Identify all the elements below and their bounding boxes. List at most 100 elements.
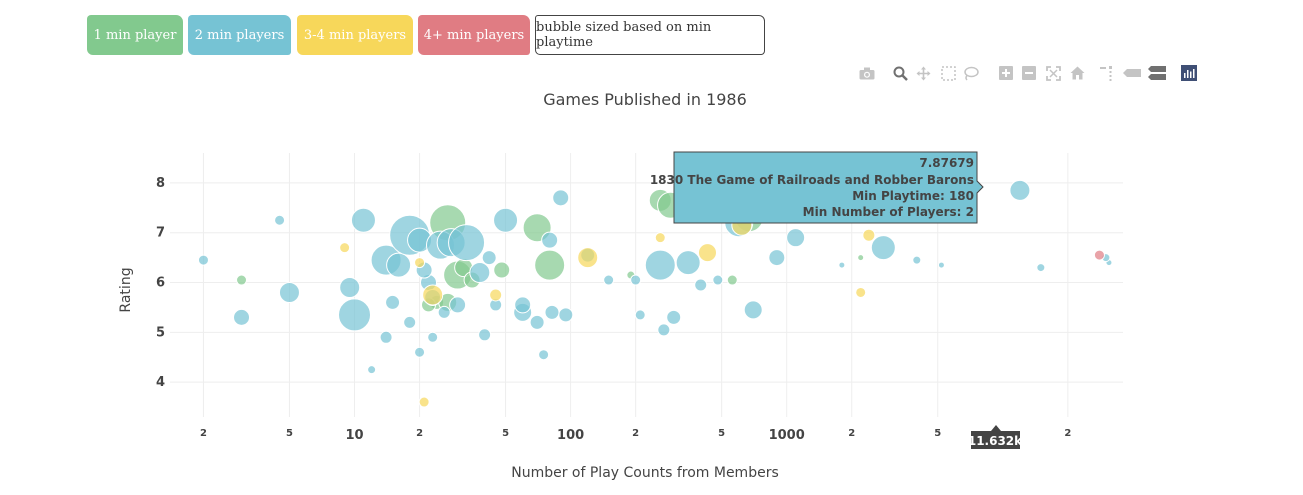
data-point[interactable] (489, 288, 503, 302)
plotly-logo-icon[interactable] (1180, 64, 1198, 82)
data-point[interactable] (838, 261, 846, 269)
data-point[interactable] (350, 207, 376, 233)
data-point[interactable] (644, 249, 676, 281)
data-point[interactable] (1093, 249, 1105, 261)
data-point[interactable] (385, 294, 401, 310)
x-tick-label: 2 (632, 428, 639, 439)
data-point[interactable] (1009, 179, 1031, 201)
data-point[interactable] (675, 250, 701, 276)
data-point[interactable] (697, 243, 717, 263)
data-point[interactable] (403, 315, 417, 329)
data-point[interactable] (603, 274, 615, 286)
hover-tooltip: 7.87679 1830 The Game of Railroads and R… (650, 151, 984, 224)
x-tick-label: 5 (934, 428, 941, 439)
data-point[interactable] (634, 309, 646, 321)
data-point[interactable] (339, 242, 351, 254)
data-point[interactable] (339, 276, 361, 298)
data-point[interactable] (666, 309, 682, 325)
x-hover-value: 11.632k (968, 434, 1023, 448)
data-point[interactable] (912, 255, 922, 265)
data-point[interactable] (493, 261, 511, 279)
data-point[interactable] (857, 254, 865, 262)
box-select-icon[interactable] (939, 64, 957, 82)
data-point[interactable] (654, 232, 666, 244)
data-point[interactable] (541, 231, 559, 249)
x-tick-label: 2 (1064, 428, 1071, 439)
tooltip-box (673, 151, 984, 224)
data-point[interactable] (694, 278, 708, 292)
data-point[interactable] (478, 328, 492, 342)
data-point[interactable] (427, 331, 439, 343)
data-point[interactable] (493, 207, 519, 233)
hover-closest-icon[interactable] (1123, 64, 1141, 82)
data-point[interactable] (236, 274, 248, 286)
x-tick-label: 2 (200, 428, 207, 439)
data-point[interactable] (657, 323, 671, 337)
data-point[interactable] (449, 296, 467, 314)
data-point[interactable] (534, 249, 566, 281)
autoscale-icon[interactable] (1044, 64, 1062, 82)
data-point[interactable] (379, 330, 393, 344)
reset-axes-icon[interactable] (1068, 64, 1086, 82)
data-point[interactable] (630, 274, 642, 286)
data-point[interactable] (197, 254, 209, 266)
zoom-icon[interactable] (891, 64, 909, 82)
data-point[interactable] (418, 396, 430, 408)
data-points (197, 179, 1113, 408)
spike-lines-icon[interactable] (1097, 64, 1115, 82)
data-point[interactable] (552, 189, 570, 207)
data-point[interactable] (422, 284, 444, 306)
data-point[interactable] (558, 307, 574, 323)
data-point[interactable] (1036, 263, 1046, 273)
x-tick-label: 5 (286, 428, 293, 439)
data-point[interactable] (414, 257, 426, 269)
tooltip-rating: 7.87679 (919, 156, 974, 170)
data-point[interactable] (448, 224, 486, 262)
x-tick-label: 2 (416, 428, 423, 439)
data-point[interactable] (855, 286, 867, 298)
data-point[interactable] (233, 308, 251, 326)
data-point[interactable] (386, 252, 412, 278)
data-point[interactable] (529, 314, 545, 330)
tooltip-playtime: Min Playtime: 180 (852, 189, 974, 203)
filter-3-4-min-players-button[interactable]: 3-4 min players (297, 15, 413, 55)
data-point[interactable] (870, 235, 896, 261)
chart-title: Games Published in 1986 (543, 90, 747, 109)
data-point[interactable] (514, 296, 532, 314)
data-point[interactable] (577, 247, 599, 269)
x-tick-label: 5 (502, 428, 509, 439)
data-point[interactable] (338, 298, 372, 332)
x-tick-label: 1000 (769, 428, 805, 443)
data-point[interactable] (743, 300, 763, 320)
data-point[interactable] (274, 214, 286, 226)
grid (170, 153, 1123, 417)
y-tick-label: 5 (156, 325, 165, 340)
data-point[interactable] (367, 365, 377, 375)
data-point[interactable] (278, 281, 300, 303)
data-point[interactable] (414, 346, 426, 358)
pan-icon[interactable] (914, 64, 932, 82)
bubble-size-toggle-button[interactable]: bubble sized based on min playtime (535, 15, 765, 55)
data-point[interactable] (786, 228, 806, 248)
data-point[interactable] (726, 274, 738, 286)
lasso-icon[interactable] (962, 64, 980, 82)
data-point[interactable] (862, 228, 876, 242)
y-tick-label: 8 (156, 176, 165, 191)
hover-compare-icon[interactable] (1148, 64, 1166, 82)
data-point[interactable] (544, 304, 560, 320)
data-point[interactable] (538, 349, 550, 361)
data-point[interactable] (937, 261, 945, 269)
data-point[interactable] (481, 250, 497, 266)
data-point[interactable] (712, 274, 724, 286)
filter-4-plus-min-players-button[interactable]: 4+ min players (418, 15, 530, 55)
zoom-out-icon[interactable] (1020, 64, 1038, 82)
bubble-chart[interactable]: Games Published in 1986 2 5 10 2 5 100 2 5 1000 2… (0, 85, 1303, 495)
y-tick-labels: 4 5 6 7 8 (156, 176, 165, 390)
data-point[interactable] (469, 262, 491, 284)
zoom-in-icon[interactable] (997, 64, 1015, 82)
data-point[interactable] (437, 305, 451, 319)
filter-2-min-players-button[interactable]: 2 min players (188, 15, 291, 55)
filter-1-min-player-button[interactable]: 1 min player (87, 15, 183, 55)
camera-icon[interactable] (858, 64, 876, 82)
data-point[interactable] (768, 249, 786, 267)
